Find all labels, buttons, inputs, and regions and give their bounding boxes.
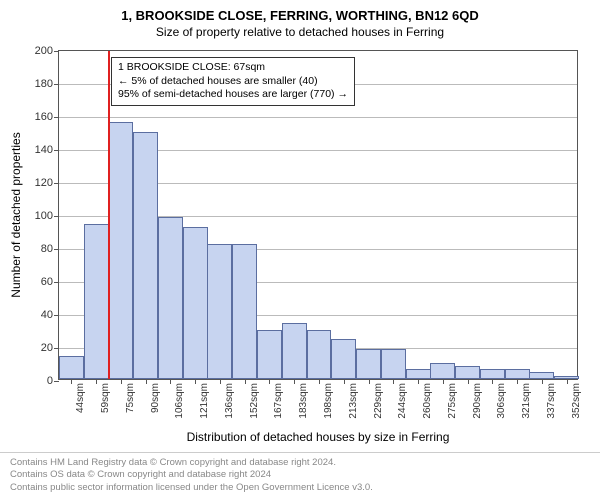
histogram-bar	[529, 372, 554, 379]
footer-line: Contains OS data © Crown copyright and d…	[10, 469, 590, 481]
histogram-bar	[430, 363, 455, 380]
histogram-bar	[257, 330, 282, 380]
x-tick-mark	[195, 379, 196, 384]
x-tick-label: 213sqm	[348, 383, 359, 419]
x-tick-label: 244sqm	[397, 383, 408, 419]
histogram-bar	[133, 132, 158, 380]
histogram-bar	[207, 244, 232, 379]
x-tick-label: 59sqm	[100, 383, 111, 413]
x-tick-mark	[269, 379, 270, 384]
chart-title: 1, BROOKSIDE CLOSE, FERRING, WORTHING, B…	[0, 0, 600, 23]
x-tick-label: 290sqm	[472, 383, 483, 419]
y-tick-label: 180	[35, 78, 59, 90]
footer: Contains HM Land Registry data © Crown c…	[0, 452, 600, 500]
gridline	[59, 117, 577, 118]
y-tick-label: 20	[41, 342, 59, 354]
y-axis-label: Number of detached properties	[9, 132, 23, 297]
x-tick-mark	[567, 379, 568, 384]
annotation-box: 1 BROOKSIDE CLOSE: 67sqm ← 5% of detache…	[111, 57, 355, 106]
x-tick-mark	[220, 379, 221, 384]
histogram-bar	[307, 330, 332, 380]
x-tick-mark	[443, 379, 444, 384]
histogram-bar	[505, 369, 530, 379]
x-axis-label: Distribution of detached houses by size …	[187, 430, 450, 444]
x-tick-label: 337sqm	[546, 383, 557, 419]
y-tick-label: 60	[41, 276, 59, 288]
x-tick-mark	[121, 379, 122, 384]
x-tick-label: 229sqm	[373, 383, 384, 419]
x-tick-label: 90sqm	[150, 383, 161, 413]
chart-subtitle: Size of property relative to detached ho…	[0, 23, 600, 45]
chart-container: 1, BROOKSIDE CLOSE, FERRING, WORTHING, B…	[0, 0, 600, 500]
x-tick-label: 75sqm	[125, 383, 136, 413]
x-tick-mark	[492, 379, 493, 384]
x-tick-label: 198sqm	[323, 383, 334, 419]
y-tick-label: 40	[41, 309, 59, 321]
annotation-line-1: 1 BROOKSIDE CLOSE: 67sqm	[118, 61, 348, 75]
y-tick-label: 120	[35, 177, 59, 189]
histogram-bar	[282, 323, 307, 379]
histogram-bar	[108, 122, 133, 379]
annotation-line-3: 95% of semi-detached houses are larger (…	[118, 88, 348, 102]
histogram-bar	[232, 244, 257, 379]
x-tick-mark	[344, 379, 345, 384]
y-tick-label: 160	[35, 111, 59, 123]
x-tick-label: 260sqm	[422, 383, 433, 419]
x-tick-label: 106sqm	[174, 383, 185, 419]
x-tick-label: 121sqm	[199, 383, 210, 419]
histogram-bar	[356, 349, 381, 379]
x-tick-mark	[418, 379, 419, 384]
x-tick-label: 136sqm	[224, 383, 235, 419]
x-tick-mark	[294, 379, 295, 384]
footer-line: Contains HM Land Registry data © Crown c…	[10, 457, 590, 469]
histogram-bar	[158, 217, 183, 379]
y-tick-label: 80	[41, 243, 59, 255]
x-tick-label: 321sqm	[521, 383, 532, 419]
histogram-bar	[455, 366, 480, 379]
histogram-bar	[381, 349, 406, 379]
histogram-bar	[406, 369, 431, 379]
x-tick-label: 44sqm	[75, 383, 86, 413]
histogram-bar	[331, 339, 356, 379]
x-tick-label: 167sqm	[273, 383, 284, 419]
x-tick-mark	[71, 379, 72, 384]
x-tick-mark	[319, 379, 320, 384]
histogram-bar	[183, 227, 208, 379]
x-tick-mark	[468, 379, 469, 384]
x-tick-mark	[393, 379, 394, 384]
annotation-line-2: ← 5% of detached houses are smaller (40)	[118, 75, 348, 89]
x-tick-mark	[369, 379, 370, 384]
x-tick-label: 352sqm	[571, 383, 582, 419]
y-tick-label: 0	[47, 375, 59, 387]
histogram-bar	[480, 369, 505, 379]
x-tick-label: 152sqm	[249, 383, 260, 419]
x-tick-mark	[146, 379, 147, 384]
x-tick-mark	[542, 379, 543, 384]
x-tick-mark	[170, 379, 171, 384]
y-tick-label: 140	[35, 144, 59, 156]
x-tick-mark	[245, 379, 246, 384]
histogram-bar	[59, 356, 84, 379]
x-tick-label: 183sqm	[298, 383, 309, 419]
x-tick-mark	[96, 379, 97, 384]
x-tick-label: 306sqm	[496, 383, 507, 419]
x-tick-label: 275sqm	[447, 383, 458, 419]
plot-area: 02040608010012014016018020044sqm59sqm75s…	[58, 50, 578, 380]
footer-line: Contains public sector information licen…	[10, 482, 590, 494]
x-tick-mark	[517, 379, 518, 384]
y-tick-label: 100	[35, 210, 59, 222]
histogram-bar	[84, 224, 109, 379]
y-tick-label: 200	[35, 45, 59, 57]
